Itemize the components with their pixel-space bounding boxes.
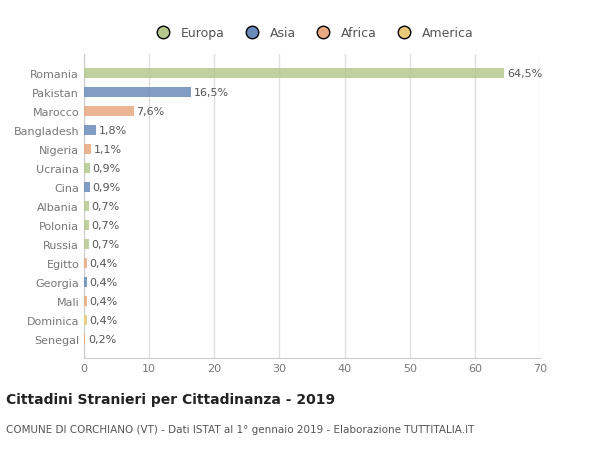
- Bar: [84, 296, 86, 307]
- Text: COMUNE DI CORCHIANO (VT) - Dati ISTAT al 1° gennaio 2019 - Elaborazione TUTTITAL: COMUNE DI CORCHIANO (VT) - Dati ISTAT al…: [6, 424, 475, 434]
- Text: 1,1%: 1,1%: [94, 145, 122, 155]
- Text: 7,6%: 7,6%: [136, 107, 164, 117]
- Bar: [84, 69, 504, 79]
- Text: 0,4%: 0,4%: [89, 258, 118, 269]
- Bar: [84, 163, 90, 174]
- Text: Cittadini Stranieri per Cittadinanza - 2019: Cittadini Stranieri per Cittadinanza - 2…: [6, 392, 335, 406]
- Bar: [84, 220, 89, 231]
- Bar: [84, 315, 86, 325]
- Text: 0,9%: 0,9%: [92, 183, 121, 193]
- Bar: [84, 334, 85, 344]
- Legend: Europa, Asia, Africa, America: Europa, Asia, Africa, America: [146, 22, 478, 45]
- Text: 0,4%: 0,4%: [89, 296, 118, 306]
- Text: 0,9%: 0,9%: [92, 164, 121, 174]
- Bar: [84, 88, 191, 98]
- Bar: [84, 239, 89, 250]
- Text: 0,7%: 0,7%: [91, 202, 119, 212]
- Bar: [84, 145, 91, 155]
- Text: 0,4%: 0,4%: [89, 277, 118, 287]
- Bar: [84, 258, 86, 269]
- Bar: [84, 277, 86, 287]
- Bar: [84, 126, 96, 136]
- Bar: [84, 182, 90, 193]
- Text: 1,8%: 1,8%: [98, 126, 127, 136]
- Text: 0,2%: 0,2%: [88, 334, 116, 344]
- Text: 16,5%: 16,5%: [194, 88, 229, 98]
- Text: 0,7%: 0,7%: [91, 220, 119, 230]
- Text: 0,7%: 0,7%: [91, 240, 119, 249]
- Bar: [84, 202, 89, 212]
- Text: 64,5%: 64,5%: [507, 69, 542, 79]
- Text: 0,4%: 0,4%: [89, 315, 118, 325]
- Bar: [84, 106, 134, 117]
